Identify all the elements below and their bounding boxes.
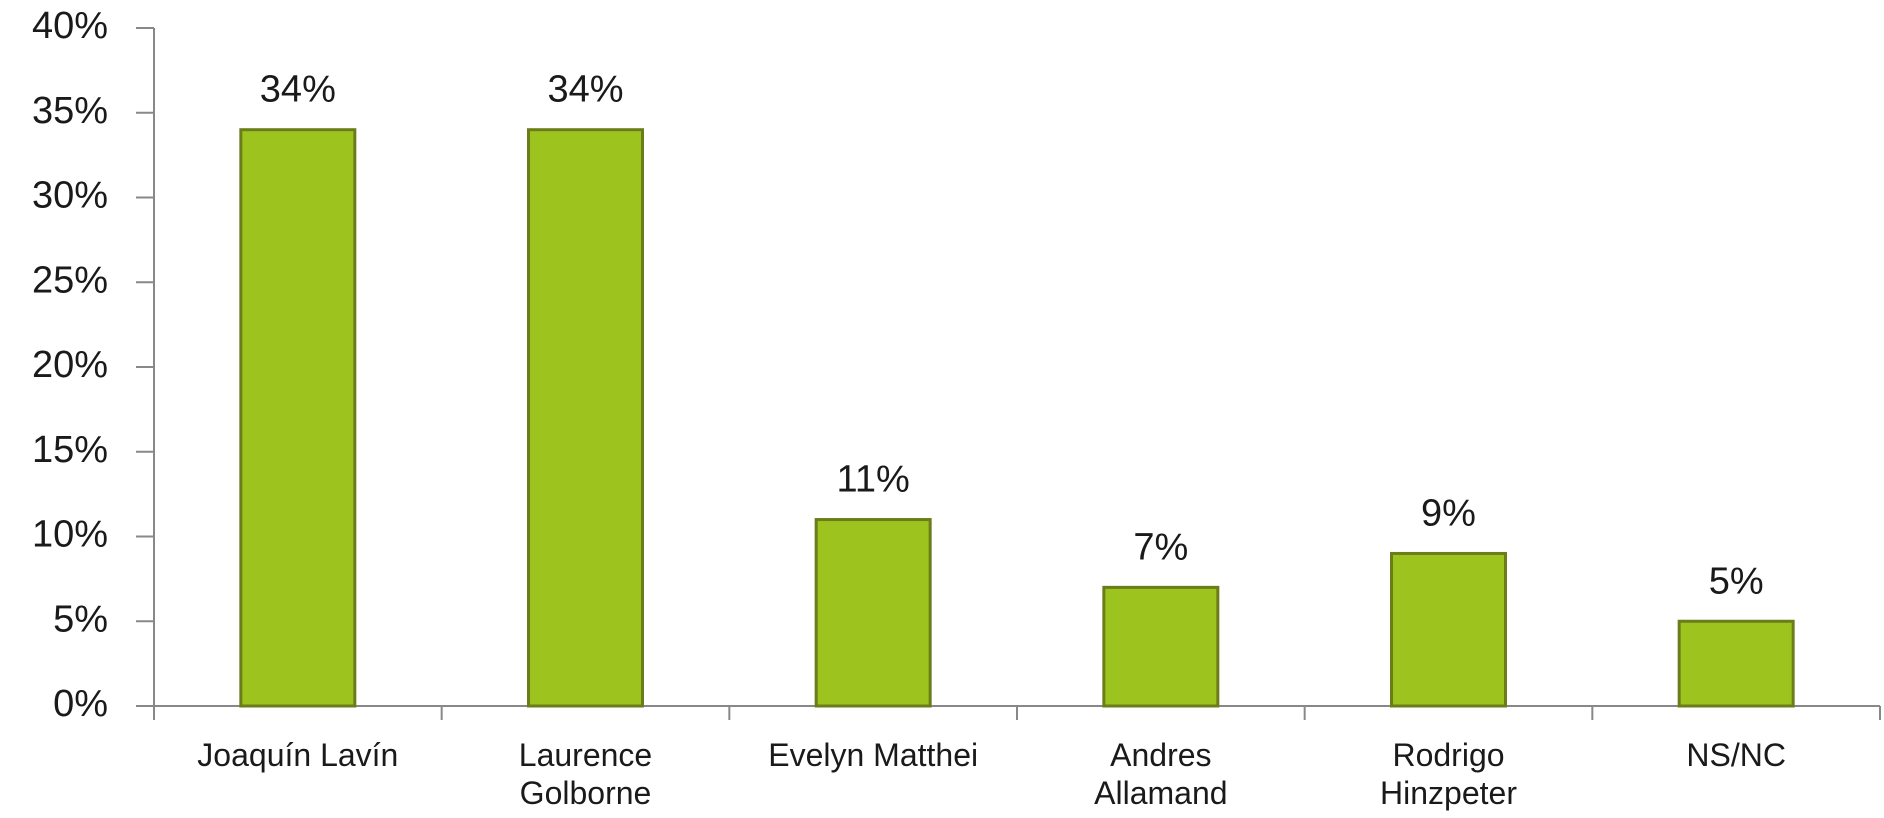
x-tick-label: NS/NC xyxy=(1686,737,1786,773)
y-tick-label: 30% xyxy=(32,175,108,217)
bar xyxy=(1677,619,1795,708)
bar xyxy=(1390,551,1507,708)
bar xyxy=(239,128,357,708)
x-tick-label: Joaquín Lavín xyxy=(197,737,399,773)
bar xyxy=(814,518,932,708)
data-label: 11% xyxy=(837,459,910,501)
y-tick-label: 40% xyxy=(32,5,108,47)
data-label: 34% xyxy=(547,69,623,111)
x-tick-label: Rodrigo Hinzpeter xyxy=(1380,737,1517,811)
x-tick-label: Laurence Golborne xyxy=(518,737,653,811)
y-tick-label: 25% xyxy=(32,259,108,301)
y-tick-label: 10% xyxy=(32,514,108,556)
x-tick-label: Evelyn Matthei xyxy=(768,737,979,773)
data-label: 7% xyxy=(1133,526,1188,568)
y-tick-label: 5% xyxy=(53,598,108,640)
y-tick-label: 35% xyxy=(32,90,108,132)
data-label: 9% xyxy=(1421,492,1476,534)
y-tick-label: 0% xyxy=(53,683,108,725)
x-tick-label: Andres Allamand xyxy=(1094,737,1228,811)
bar xyxy=(527,128,644,708)
data-label: 34% xyxy=(260,69,336,111)
y-tick-label: 15% xyxy=(32,429,108,471)
data-label: 5% xyxy=(1709,560,1764,602)
bar xyxy=(1102,585,1220,708)
y-tick-label: 20% xyxy=(32,344,108,386)
